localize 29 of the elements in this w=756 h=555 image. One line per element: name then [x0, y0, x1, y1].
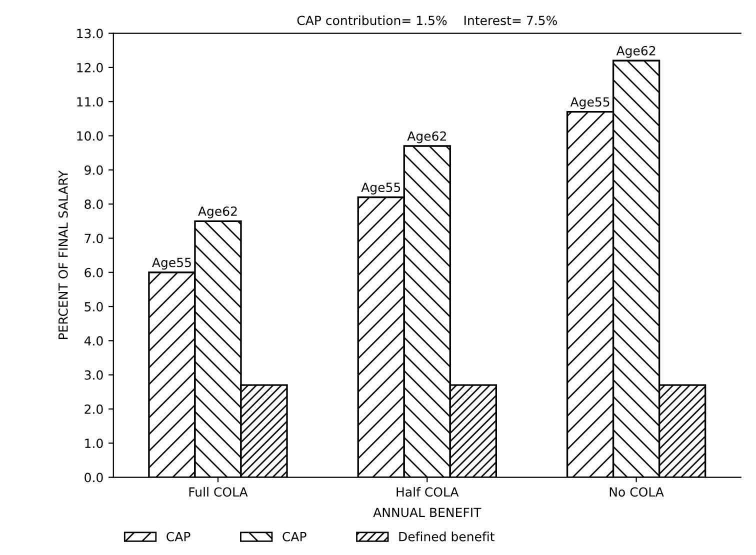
y-tick-label: 3.0: [84, 370, 103, 380]
y-tick-label: 1.0: [85, 438, 103, 448]
x-tick-label: Half COLA: [396, 487, 459, 497]
legend-label: CAP: [166, 532, 190, 542]
y-tick-label: 6.0: [84, 268, 103, 278]
legend-label: Defined benefit: [399, 532, 494, 542]
y-tick-label: 5.0: [84, 302, 103, 312]
y-tick-label: 8.0: [84, 200, 103, 209]
y-tick-label: 11.0: [77, 97, 103, 107]
data-label: Age55: [570, 97, 610, 110]
y-tick-label: 13.0: [77, 28, 103, 38]
y-tick-label: 0.0: [84, 472, 103, 482]
y-tick-label: 12.0: [77, 62, 103, 72]
data-label: Age62: [407, 131, 446, 144]
y-tick-label: 7.0: [84, 234, 103, 244]
legend-label: CAP: [282, 532, 306, 542]
data-label: Age62: [616, 46, 656, 58]
y-tick-label: 4.0: [84, 336, 103, 346]
y-tick-label: 9.0: [84, 165, 103, 175]
y-tick-label: 2.0: [84, 404, 103, 414]
y-axis-title: PERCENT OF FINAL SALARY: [58, 170, 68, 339]
x-tick-label: No COLA: [610, 487, 664, 497]
x-tick-label: Full COLA: [189, 487, 248, 497]
data-label: Age55: [361, 182, 400, 194]
data-label: Age62: [198, 206, 237, 218]
y-tick-label: 10.0: [77, 131, 103, 141]
chart-title: CAP contribution= 1.5% Interest= 7.5%: [297, 15, 557, 26]
x-axis-title: ANNUAL BENEFIT: [373, 508, 482, 518]
data-label: Age55: [152, 258, 191, 270]
